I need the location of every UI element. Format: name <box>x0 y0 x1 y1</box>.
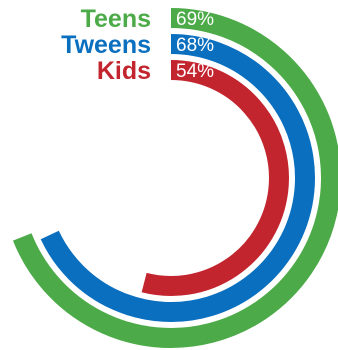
value-label-teens: 69% <box>176 9 214 30</box>
bar-teens <box>12 8 338 348</box>
series-label-tweens: Tweens <box>61 31 151 59</box>
bar-kids <box>141 60 289 296</box>
series-label-teens: Teens <box>81 5 151 33</box>
bar-tweens <box>40 34 315 322</box>
value-label-tweens: 68% <box>176 35 214 56</box>
value-label-kids: 54% <box>176 61 214 82</box>
series-label-kids: Kids <box>97 57 151 85</box>
